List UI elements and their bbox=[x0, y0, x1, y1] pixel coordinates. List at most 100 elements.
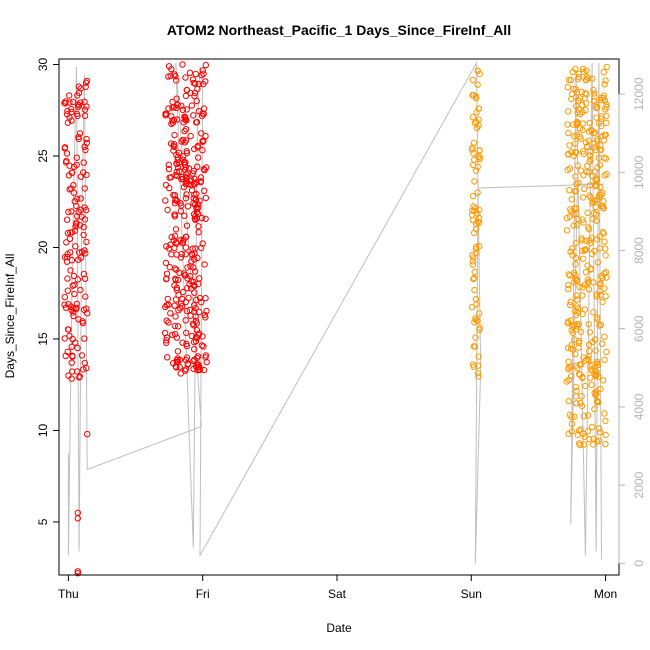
data-point bbox=[577, 167, 585, 174]
data-point bbox=[476, 154, 483, 161]
data-point bbox=[580, 172, 587, 179]
data-point bbox=[470, 343, 477, 350]
data-point bbox=[186, 69, 194, 77]
data-point bbox=[193, 296, 200, 303]
data-point bbox=[474, 369, 482, 377]
data-point bbox=[565, 285, 572, 293]
data-point bbox=[598, 113, 605, 120]
data-point bbox=[187, 273, 194, 280]
data-point bbox=[68, 117, 75, 124]
data-point bbox=[64, 326, 72, 333]
data-point bbox=[591, 405, 598, 413]
data-point bbox=[79, 319, 87, 327]
data-point bbox=[71, 227, 79, 234]
data-point bbox=[469, 261, 476, 268]
data-point bbox=[578, 402, 586, 410]
data-point bbox=[599, 298, 606, 306]
data-point bbox=[570, 152, 578, 160]
data-point bbox=[83, 364, 90, 372]
data-point bbox=[472, 245, 480, 253]
data-point bbox=[581, 246, 589, 253]
data-point bbox=[165, 161, 173, 169]
data-point bbox=[591, 90, 598, 97]
data-point bbox=[585, 226, 593, 233]
data-point bbox=[596, 437, 603, 444]
data-point bbox=[198, 342, 206, 349]
data-point bbox=[80, 366, 87, 373]
data-point bbox=[191, 89, 199, 97]
data-point bbox=[184, 203, 192, 210]
data-point bbox=[590, 309, 597, 316]
data-point bbox=[183, 354, 191, 361]
data-point bbox=[471, 319, 478, 326]
data-point bbox=[180, 270, 188, 277]
data-point bbox=[188, 250, 196, 258]
data-point bbox=[77, 286, 84, 294]
x-axis-title: Date bbox=[326, 621, 352, 635]
data-point bbox=[68, 375, 75, 382]
data-point bbox=[179, 153, 187, 160]
data-point bbox=[172, 196, 179, 203]
data-point bbox=[164, 354, 171, 361]
data-point bbox=[597, 429, 604, 436]
data-point bbox=[602, 269, 610, 276]
y-tick-label: 30 bbox=[36, 57, 50, 71]
data-point bbox=[66, 186, 73, 193]
data-point bbox=[584, 209, 591, 217]
data-point bbox=[202, 61, 210, 69]
data-point bbox=[66, 162, 73, 169]
data-point bbox=[600, 377, 607, 384]
data-point bbox=[199, 240, 206, 247]
data-point bbox=[198, 130, 205, 137]
data-point bbox=[601, 356, 608, 363]
data-point bbox=[171, 131, 178, 139]
data-point bbox=[570, 269, 578, 276]
data-point bbox=[570, 85, 577, 93]
data-point bbox=[73, 304, 80, 311]
y2-tick-label: 8000 bbox=[632, 237, 646, 264]
data-point bbox=[602, 431, 609, 439]
data-point bbox=[580, 185, 588, 193]
data-point bbox=[162, 197, 169, 204]
data-point bbox=[172, 313, 179, 320]
data-point bbox=[195, 229, 202, 236]
data-point bbox=[579, 126, 586, 134]
data-point bbox=[78, 213, 85, 220]
data-point bbox=[586, 329, 594, 336]
data-point bbox=[191, 346, 198, 353]
data-point bbox=[576, 95, 584, 102]
data-point bbox=[176, 168, 183, 175]
data-point bbox=[174, 101, 181, 109]
data-point bbox=[474, 362, 482, 369]
data-point bbox=[71, 290, 78, 298]
data-point bbox=[565, 150, 572, 158]
y-axis-title: Days_Since_FireInf_All bbox=[3, 254, 17, 379]
data-point bbox=[585, 341, 593, 348]
x-tick-label: Fri bbox=[196, 587, 210, 601]
data-point bbox=[568, 413, 575, 421]
data-point bbox=[577, 328, 585, 336]
data-point bbox=[195, 361, 202, 368]
data-point bbox=[171, 302, 178, 309]
data-point bbox=[584, 262, 591, 269]
data-point bbox=[564, 320, 571, 327]
data-point bbox=[594, 136, 601, 143]
data-point bbox=[64, 107, 71, 115]
data-point bbox=[469, 193, 477, 200]
data-point bbox=[194, 364, 201, 371]
data-point bbox=[190, 278, 197, 286]
data-point bbox=[589, 441, 597, 448]
data-point bbox=[173, 160, 180, 167]
data-point bbox=[190, 195, 197, 202]
data-point bbox=[77, 195, 85, 202]
data-point bbox=[63, 216, 71, 223]
data-point bbox=[593, 372, 600, 379]
data-point bbox=[585, 137, 593, 144]
data-point bbox=[183, 222, 191, 229]
data-point bbox=[190, 112, 197, 119]
data-point bbox=[600, 69, 607, 76]
data-point bbox=[596, 120, 603, 127]
data-point bbox=[183, 171, 190, 178]
data-point bbox=[573, 362, 580, 369]
